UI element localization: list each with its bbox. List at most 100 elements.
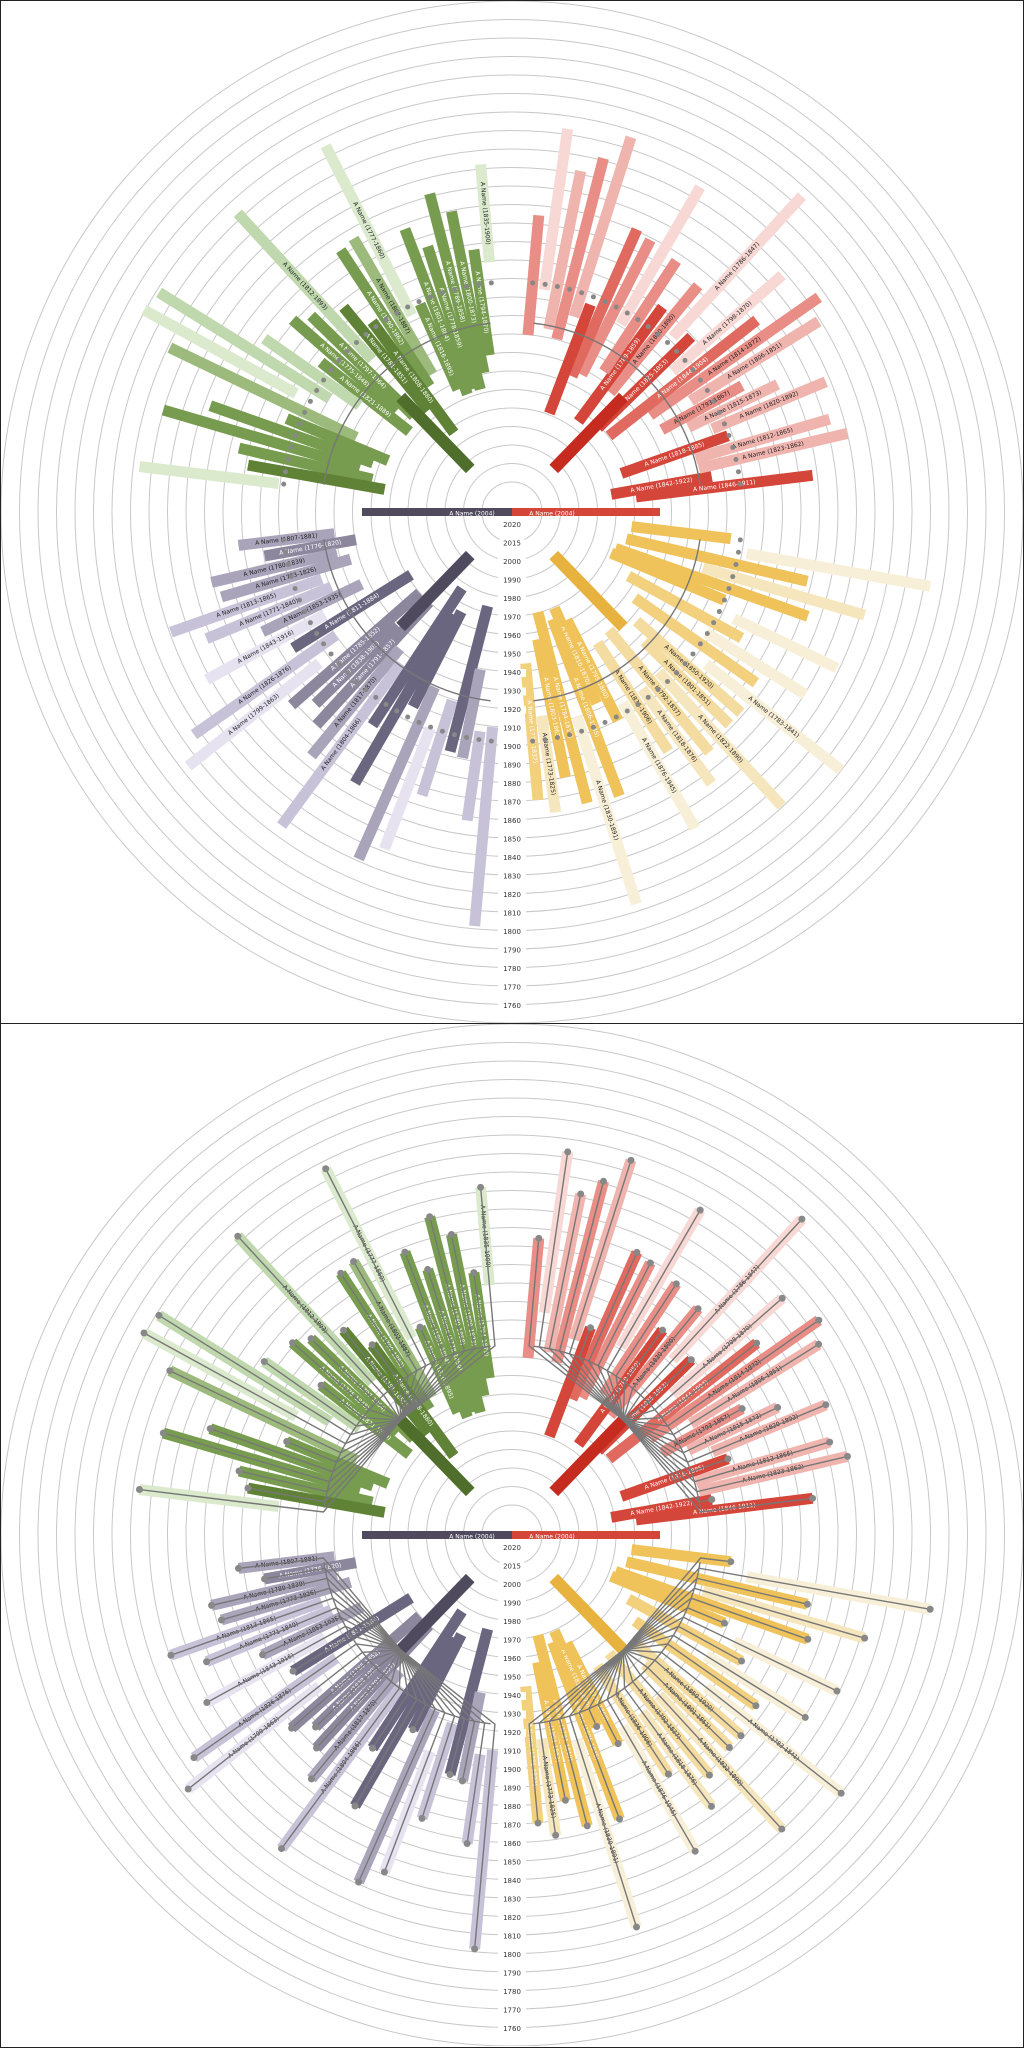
year-label: 1890: [503, 762, 521, 770]
green-person-bar: [261, 334, 363, 410]
purple-node: [321, 641, 327, 647]
purple-node: [313, 1744, 321, 1752]
yellow-lineage-line: [538, 1649, 624, 1836]
red-node: [696, 1206, 704, 1214]
red-node: [778, 1294, 786, 1302]
green-lineage-line: [143, 1332, 401, 1445]
year-label: 1870: [503, 1822, 521, 1830]
yellow-node: [707, 1802, 715, 1810]
purple-person-bar: [190, 630, 339, 740]
red-node: [737, 481, 743, 487]
purple-lineage-line: [400, 1649, 476, 1782]
yellow-lineage-line: [622, 1649, 713, 1807]
green-person-bar: [317, 357, 413, 436]
year-label: 1820: [503, 891, 521, 899]
year-label: 1770: [503, 2007, 521, 2015]
purple-node: [439, 728, 445, 734]
green-node: [426, 1213, 434, 1221]
red-node: [600, 1177, 608, 1185]
yellow-node: [542, 737, 548, 743]
green-person-bar: [288, 315, 401, 415]
purple-node: [314, 630, 320, 636]
purple-node: [476, 737, 482, 743]
red-lineage-line: [588, 1252, 638, 1421]
red-node: [724, 1455, 732, 1463]
purple-person-bar: [263, 534, 357, 562]
red-node: [721, 421, 727, 427]
green-node: [373, 324, 379, 330]
green-lineage-line: [237, 1235, 402, 1421]
green-lineage-line: [247, 1419, 402, 1503]
yellow-node: [721, 597, 727, 603]
year-label-bg: [498, 1988, 526, 1996]
purple-node: [336, 661, 342, 667]
yellow-lineage-line: [623, 1649, 742, 1737]
yellow-node: [727, 1558, 735, 1566]
purple-node: [428, 724, 434, 730]
purple-person-bar: [353, 684, 440, 862]
green-lineage-line: [139, 1419, 402, 1513]
yellow-node: [720, 1619, 728, 1627]
yellow-lineage-line: [548, 1649, 624, 1801]
red-node: [687, 1356, 695, 1364]
purple-lineage-line: [211, 1577, 402, 1651]
yellow-lineage-line: [623, 1634, 806, 1719]
green-person-bar: [415, 301, 463, 392]
purple-person-bar: [444, 604, 493, 753]
purple-node: [446, 1770, 454, 1778]
red-person-bar: [610, 1494, 713, 1523]
yellow-lineage-line: [622, 1577, 808, 1651]
yellow-lineage-line: [622, 1587, 865, 1651]
purple-node: [167, 1651, 175, 1659]
fan-chart-top-panel: A Name (2004) A Name (2004) A Name (1835-1…: [0, 0, 1024, 1024]
green-lineage-line: [320, 1384, 401, 1421]
yellow-node: [561, 1796, 569, 1804]
year-label: 1800: [503, 1951, 521, 1959]
red-node: [682, 357, 688, 363]
green-node: [288, 444, 294, 450]
yellow-connector-arc: [533, 1562, 701, 1725]
green-node: [405, 304, 411, 310]
red-lineage-line: [623, 1343, 819, 1436]
green-connector-arc: [323, 1345, 491, 1508]
yellow-node: [737, 537, 743, 543]
year-label: 2020: [503, 1544, 521, 1552]
year-label-bg: [498, 669, 526, 677]
yellow-node: [645, 694, 651, 700]
year-label-bg: [498, 539, 526, 548]
year-label: 1840: [503, 854, 521, 862]
year-label: 1900: [503, 743, 521, 751]
red-lineage-line: [623, 1406, 778, 1454]
year-label-bg: [498, 1655, 526, 1663]
yellow-node: [705, 1771, 713, 1779]
red-node: [655, 331, 661, 337]
year-label-bg: [498, 1766, 526, 1774]
purple-branch: A Name (1807-1881)A Name (1776-1820)A Na…: [167, 1551, 499, 1953]
year-label: 1970: [503, 1637, 521, 1645]
yellow-person-bar: [745, 548, 932, 592]
yellow-root-bar: [549, 1573, 628, 1655]
yellow-person-bar: [536, 715, 562, 814]
green-node: [428, 294, 434, 300]
year-label: 1940: [503, 669, 521, 677]
green-node: [292, 433, 298, 439]
green-node: [470, 1269, 478, 1277]
red-person-bar: [522, 214, 545, 336]
green-person-bar: [307, 311, 418, 420]
year-label-bg: [498, 595, 526, 603]
green-root-bar: [396, 392, 475, 474]
purple-root-bar: [396, 1573, 475, 1655]
red-node: [733, 457, 739, 463]
year-label: 1790: [503, 1970, 521, 1978]
green-node: [353, 340, 359, 346]
purple-lineage-line: [193, 1643, 401, 1759]
red-root-bar: [549, 392, 628, 474]
yellow-node: [833, 1687, 841, 1695]
green-person-bar: [141, 305, 299, 399]
year-label-bg: [498, 1951, 526, 1959]
green-node: [322, 1165, 330, 1173]
purple-node: [351, 1802, 359, 1810]
green-node: [328, 367, 334, 373]
purple-lineage-line: [221, 1587, 402, 1651]
green-node: [307, 398, 313, 404]
